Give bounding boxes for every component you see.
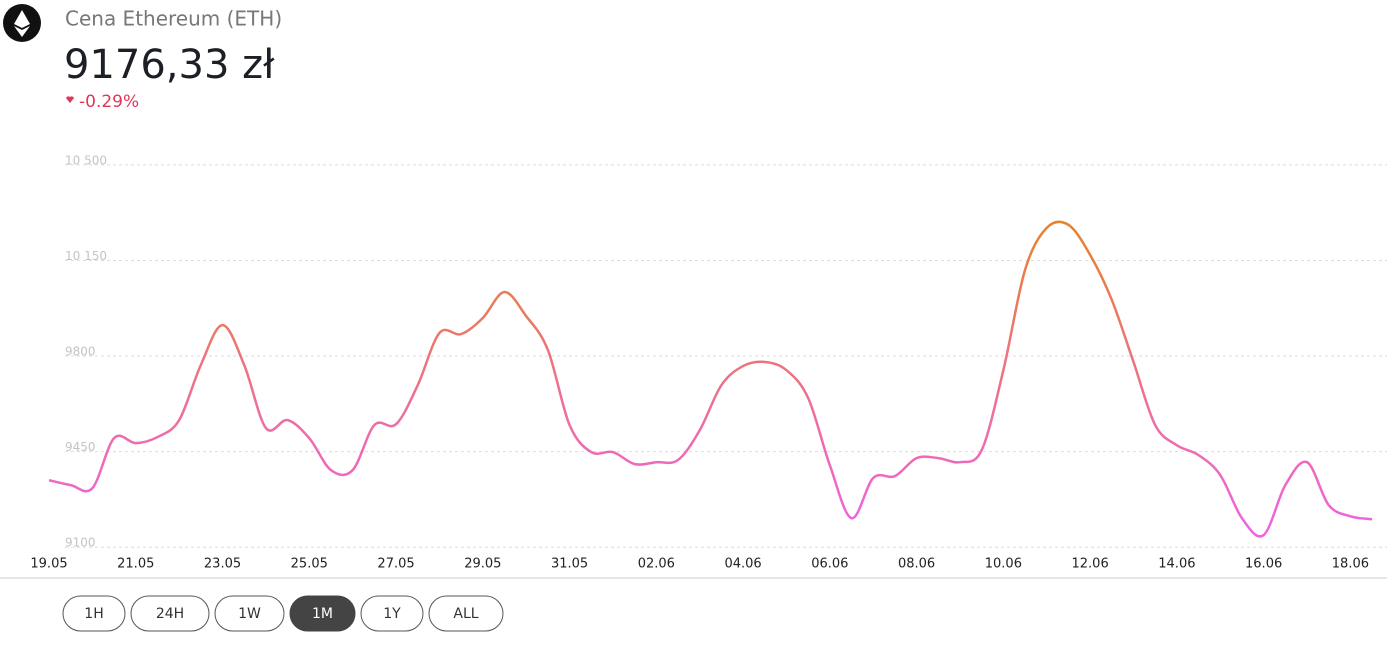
- y-tick-label: 10 500: [65, 153, 107, 167]
- x-tick-label: 16.06: [1245, 557, 1282, 572]
- range-button-label[interactable]: 24H: [156, 606, 184, 622]
- x-tick-label: 04.06: [724, 557, 761, 572]
- price-line: [48, 220, 1373, 538]
- range-button[interactable]: [130, 595, 210, 632]
- x-tick-label: 08.06: [898, 557, 935, 572]
- x-tick-label: 18.06: [1332, 557, 1369, 572]
- x-tick-label: 21.05: [117, 557, 154, 572]
- x-tick-label: 14.06: [1158, 557, 1195, 572]
- title: Cena Ethereum (ETH): [65, 7, 282, 31]
- range-button[interactable]: [360, 595, 424, 632]
- range-button-label[interactable]: ALL: [453, 606, 478, 622]
- x-tick-label: 10.06: [985, 557, 1022, 572]
- x-tick-label: 25.05: [291, 557, 328, 572]
- x-tick-label: 02.06: [638, 557, 675, 572]
- range-button-label[interactable]: 1M: [312, 606, 333, 622]
- y-tick-label: 9450: [65, 440, 96, 454]
- x-tick-label: 27.05: [377, 557, 414, 572]
- x-tick-label: 29.05: [464, 557, 501, 572]
- range-button-label[interactable]: 1Y: [383, 606, 401, 622]
- y-tick-label: 10 150: [65, 249, 107, 263]
- change: -0.29%: [79, 92, 139, 112]
- x-tick-label: 23.05: [204, 557, 241, 572]
- range-button[interactable]: [214, 595, 285, 632]
- x-tick-label: 31.05: [551, 557, 588, 572]
- eth-icon-bottom: [14, 26, 30, 37]
- x-tick-label: 12.06: [1072, 557, 1109, 572]
- range-button[interactable]: [62, 595, 126, 632]
- y-tick-label: 9800: [65, 345, 96, 359]
- x-tick-label: 06.06: [811, 557, 848, 572]
- range-button[interactable]: [289, 595, 356, 632]
- price: 9176,33 zł: [64, 42, 275, 88]
- eth-icon-top: [14, 10, 30, 28]
- range-button-label[interactable]: 1H: [84, 606, 103, 622]
- range-button-label[interactable]: 1W: [238, 606, 261, 622]
- range-button[interactable]: [428, 595, 504, 632]
- y-tick-label: 9100: [65, 536, 96, 550]
- change-icon: [66, 96, 74, 103]
- x-tick-label: 19.05: [30, 557, 67, 572]
